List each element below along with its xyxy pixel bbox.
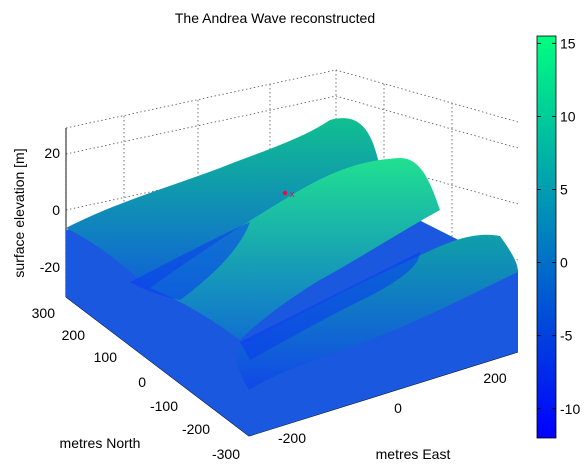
y-tick-label: -100 — [150, 398, 178, 414]
colorbar-tick-label: 5 — [560, 181, 568, 197]
colorbar: 15 10 5 0 -5 -10 — [536, 35, 580, 439]
colorbar-tick-label: 15 — [560, 35, 576, 51]
trough-shading — [130, 222, 250, 300]
chart-title: The Andrea Wave reconstructed — [175, 10, 375, 26]
peak-marker-label: x — [290, 189, 295, 199]
x-tick-label: 0 — [394, 400, 402, 416]
z-tick-label: 20 — [44, 145, 60, 161]
colorbar-tick-label: 10 — [560, 108, 576, 124]
z-axis-label: surface elevation [m] — [11, 148, 27, 277]
y-tick-label: -200 — [182, 421, 210, 437]
wave-surface — [66, 118, 518, 436]
y-tick-label: 0 — [138, 374, 146, 390]
z-axis: 20 0 -20 surface elevation [m] — [11, 145, 60, 278]
colorbar-tick-label: -5 — [560, 328, 573, 344]
y-tick-label: -300 — [212, 446, 240, 462]
colorbar-gradient — [536, 35, 557, 439]
colorbar-tick-label: 0 — [560, 255, 568, 271]
x-tick-label: -200 — [278, 430, 306, 446]
peak-marker-dot — [282, 190, 288, 196]
y-tick-label: 100 — [94, 349, 118, 365]
colorbar-ticks: 15 10 5 0 -5 -10 — [537, 35, 580, 417]
z-tick-label: -20 — [40, 259, 60, 275]
x-axis: -200 0 200 metres East — [278, 370, 507, 462]
y-tick-label: 300 — [32, 305, 56, 321]
trough-shading-2 — [240, 252, 420, 360]
colorbar-tick-label: -10 — [560, 401, 580, 417]
y-axis-label: metres North — [60, 435, 141, 451]
crest-front — [235, 234, 518, 390]
y-tick-label: 200 — [62, 327, 86, 343]
y-axis: 300 200 100 0 -100 -200 -300 metres Nort… — [32, 305, 241, 462]
crest-back — [66, 118, 380, 290]
x-axis-label: metres East — [376, 446, 451, 462]
peak-marker: x — [282, 189, 295, 199]
crest-main — [150, 158, 440, 340]
x-tick-label: 200 — [483, 370, 507, 386]
z-tick-label: 0 — [52, 202, 60, 218]
